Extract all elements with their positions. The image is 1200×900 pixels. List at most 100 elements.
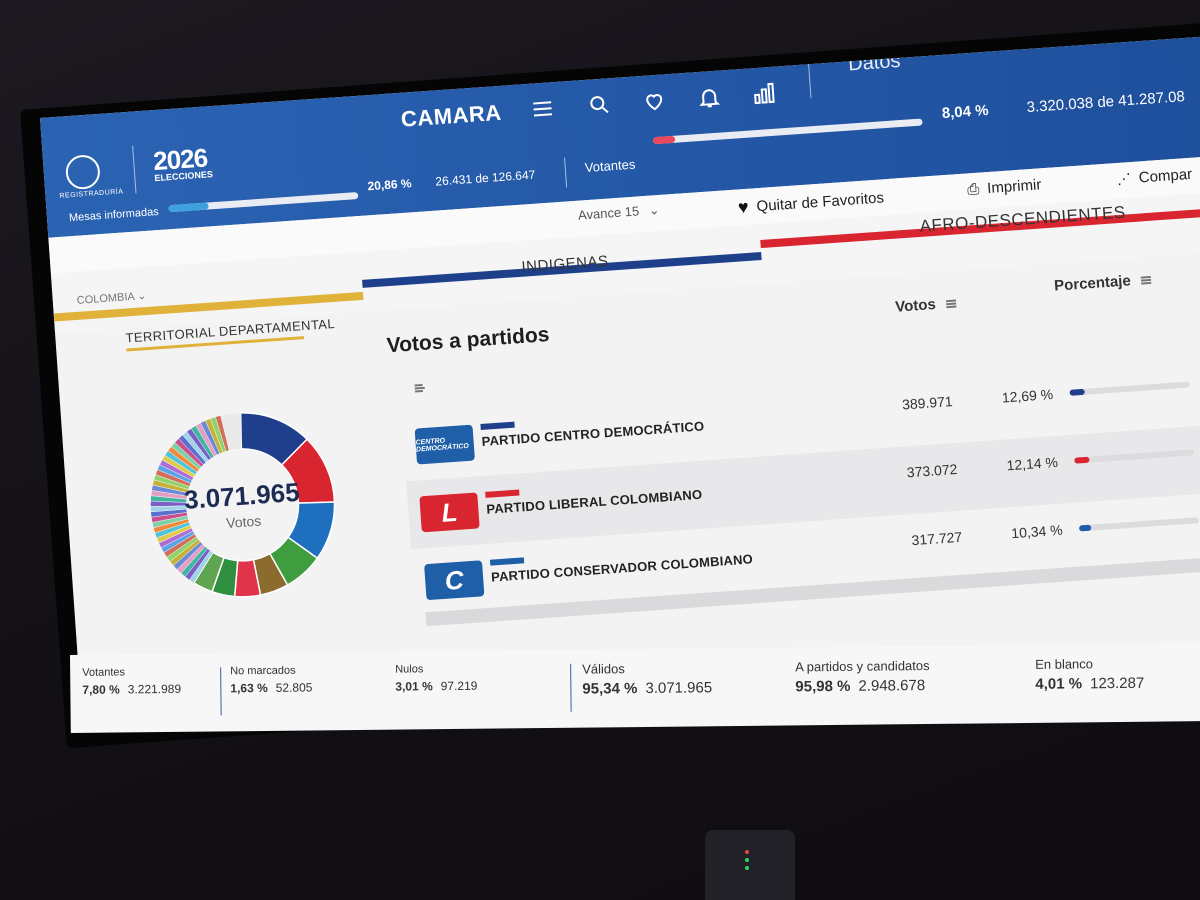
stat-validos: Válidos 95,34 % 3.071.965 [582,660,712,697]
elecciones-logo[interactable]: 2026 ELECCIONES [152,142,213,183]
porcentaje-header-label: Porcentaje [1053,272,1132,295]
router-device [705,830,795,900]
stat-nulos: Nulos 3,01 % 97.219 [395,663,478,694]
party-share-fill [1074,456,1090,464]
party-name: PARTIDO CONSERVADOR COLOMBIANO [490,551,754,585]
menu-button[interactable] [528,94,558,124]
stat-votantes-value: 3.221.989 [127,681,182,697]
votantes-label: Votantes [584,156,636,176]
party-votes: 373.072 [906,460,958,481]
stat-blanco-value: 123.287 [1089,674,1145,693]
sort-icon [945,299,956,308]
sort-icon [1140,275,1151,285]
stat-no-marcados: No marcados 1,63 % 52.805 [230,664,313,696]
stat-partidos-pct: 95,98 % [795,677,851,696]
registraduria-seal-icon [64,153,102,191]
stat-validos-pct: 95,34 % [582,680,638,698]
bell-icon [699,89,721,108]
stat-blanco-pct: 4,01 % [1035,675,1083,693]
donut-svg [150,412,336,598]
filter-icon[interactable] [414,383,424,393]
favorites-toggle-button[interactable]: ♥ Quitar de Favoritos [737,187,884,218]
chevron-down-icon: ⌄ [136,290,147,303]
party-share-fill [1078,524,1092,532]
filter-lines-icon [414,383,424,393]
registraduria-logo[interactable]: REGISTRADURÍA [59,188,124,200]
donut-center: 3.071.965 Votos [125,387,360,622]
party-votes: 317.727 [911,528,963,549]
mesas-progress-bar [168,192,359,213]
stat-partidos-value: 2.948.678 [858,677,926,695]
page-title: CAMARA [400,99,503,132]
votantes-percent: 8,04 % [941,101,990,123]
avance-label: Avance 15 [577,203,640,223]
donut-total-votes: 3.071.965 [183,476,301,515]
tab-indigenas[interactable]: INDIGENAS [520,252,609,276]
stat-no-marcados-label: No marcados [230,664,296,678]
mesas-label: Mesas informadas [68,205,160,225]
donut-slice[interactable] [220,412,244,451]
party-logo: L [419,492,480,533]
share-button[interactable]: ⋰ Compar [1116,166,1192,188]
stat-validos-value: 3.071.965 [645,679,713,697]
votantes-progress-bar [652,118,923,145]
search-icon [590,96,609,114]
stat-votantes-pct: 7,80 % [82,682,120,697]
footer-divider [570,663,572,712]
share-label: Compar [1138,165,1193,187]
heart-icon [646,94,663,111]
votos-header-label: Votos [894,295,937,316]
footer-divider [220,667,222,716]
party-color-swatch [489,557,525,566]
mesas-percent: 20,86 % [367,176,412,194]
party-color-swatch [485,489,520,498]
votos-column-header[interactable]: Votos [895,295,957,316]
results-title: Votos a partidos [385,323,551,358]
print-button[interactable]: ⎙ Imprimir [967,176,1042,198]
heart-filled-icon: ♥ [737,196,750,218]
breadcrumb-colombia: COLOMBIA [76,290,135,307]
share-icon: ⋰ [1116,170,1132,188]
header-divider [808,64,812,99]
stat-en-blanco: En blanco 4,01 % 123.287 [1035,656,1144,693]
party-share-fill [1069,388,1085,396]
party-name: PARTIDO CENTRO DEMOCRÁTICO [481,418,705,449]
top-bar: REGISTRADURÍA 2026 ELECCIONES CAMARA Dat… [40,35,1200,238]
party-votes: 389.971 [901,393,954,413]
mesas-count: 26.431 de 126.647 [434,167,536,189]
stat-nulos-value: 97.219 [440,678,478,694]
stat-nulos-label: Nulos [395,663,424,676]
logo-divider [132,145,137,194]
notifications-button[interactable] [694,82,724,112]
stat-no-marcados-value: 52.805 [275,680,313,695]
mesas-progress-fill [168,202,209,213]
stat-validos-label: Válidos [582,661,625,677]
party-share-bar [1078,517,1200,532]
led-green [745,866,749,870]
favorites-label: Quitar de Favoritos [756,189,885,216]
breadcrumb[interactable]: COLOMBIA ⌄ [76,289,146,307]
porcentaje-column-header[interactable]: Porcentaje [1054,271,1152,295]
menu-icon [533,101,553,117]
search-button[interactable] [585,90,615,120]
votantes-progress-fill [652,135,676,145]
stats-icon [754,82,775,105]
stat-partidos-label: A partidos y candidatos [795,657,930,675]
party-logo: C [424,560,485,601]
stat-nulos-pct: 3,01 % [395,679,433,694]
led-green [745,858,749,862]
stats-button[interactable] [749,78,779,108]
party-percent: 10,34 % [1010,521,1064,542]
stat-votantes-label: Votantes [82,666,126,679]
votantes-count: 3.320.038 de 41.287.08 [1026,88,1186,117]
router-leds [745,850,749,872]
donut-label: Votos [225,512,262,531]
led-red [745,850,749,854]
print-icon: ⎙ [966,180,980,199]
tv-screen: REGISTRADURÍA 2026 ELECCIONES CAMARA Dat… [40,35,1200,727]
header-divider [564,157,568,188]
party-share-bar [1074,449,1195,464]
party-percent: 12,69 % [1001,386,1054,406]
stat-votantes: Votantes 7,80 % 3.221.989 [82,666,182,697]
favorites-button[interactable] [639,86,669,116]
